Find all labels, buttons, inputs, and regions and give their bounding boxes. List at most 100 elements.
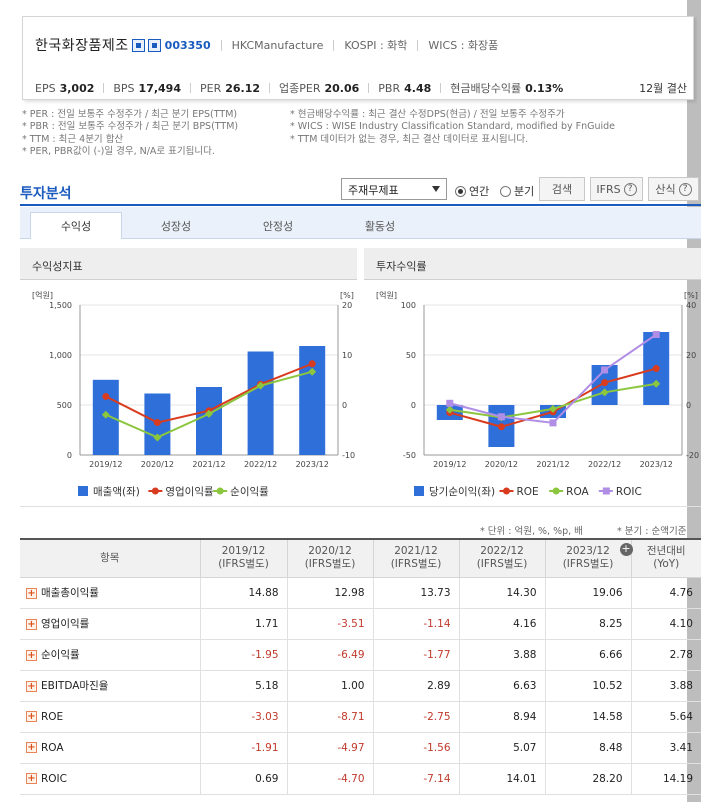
section-underline [20, 204, 701, 206]
expand-plus-icon[interactable]: + [26, 649, 37, 661]
point [102, 392, 110, 400]
table-cell: 5.18 [200, 669, 288, 702]
metric-bps: BPS 17,494 [113, 81, 181, 95]
ifrs-help-button[interactable]: IFRS ? [590, 177, 643, 201]
question-icon: ? [623, 182, 637, 196]
table-cell: 6.63 [459, 669, 546, 702]
table-row[interactable]: + EBITDA마진율 5.18 1.00 2.89 6.63 10.52 3.88 [20, 669, 701, 702]
note-ttm: * TTM : 최근 4분기 합산 [22, 133, 124, 145]
table-row[interactable]: + 매출총이익률 14.88 12.98 13.73 14.30 19.06 4.76 [20, 576, 701, 609]
expand-plus-icon[interactable]: + [26, 773, 37, 784]
point [205, 409, 213, 418]
tab-growth[interactable]: 성장성 [160, 219, 192, 233]
table-row[interactable]: + ROA -1.91 -4.97 -1.56 5.07 8.48 3.41 [20, 731, 701, 764]
statement-select-value: 주재무제표 [348, 184, 399, 197]
formula-help-button[interactable]: 산식 ? [648, 177, 699, 201]
x-tick-label: 2020/12 [141, 460, 174, 469]
note-wics: * WICS : WISE Industry Classification St… [290, 121, 616, 133]
table-cell: -1.14 [373, 607, 460, 640]
row-label[interactable]: + ROA [20, 731, 201, 764]
table-row[interactable]: + ROIC 0.69 -4.70 -7.14 14.01 28.20 14.19 [20, 762, 701, 795]
left-tick-label: 1,000 [49, 351, 72, 360]
left-tick-label: 100 [401, 301, 416, 310]
left-axis-label: [억원] [376, 290, 397, 300]
table-cell: 5.07 [459, 731, 546, 764]
metric-pbr: PBR 4.48 [378, 81, 432, 95]
point [652, 365, 660, 373]
tab-profitability[interactable]: 수익성 [30, 212, 122, 239]
legend-swatch [414, 486, 424, 496]
table-cell: -1.77 [373, 638, 460, 671]
search-button-label: 검색 [551, 183, 573, 196]
table-cell: -3.03 [200, 700, 288, 733]
note-na: * PER, PBR값이 (-)일 경우, N/A로 표기됩니다. [22, 145, 215, 157]
table-cell: 10.52 [545, 669, 632, 702]
left-tick-label: 500 [57, 401, 72, 410]
note-pbr: * PBR : 전일 보통주 수정주가 / 최근 분기 BPS(TTM) [22, 121, 239, 133]
left-tick-label: 0 [411, 401, 416, 410]
expand-plus-icon[interactable]: + [26, 711, 37, 722]
table-cell: 1.00 [287, 669, 374, 702]
table-cell: 8.48 [545, 731, 632, 764]
row-label[interactable]: + 영업이익률 [20, 607, 201, 640]
english-name: HKCManufacture [231, 38, 324, 52]
divider [333, 39, 335, 51]
expand-plus-icon[interactable]: + [26, 587, 37, 599]
right-tick-label: -10 [342, 451, 355, 460]
right-axis-label: [%] [340, 291, 354, 300]
table-cell: 13.73 [373, 576, 460, 609]
table-cell: 2.89 [373, 669, 460, 702]
expand-column-icon[interactable]: + [619, 542, 633, 556]
row-label-text: 순이익률 [41, 649, 80, 661]
legend-marker [502, 487, 510, 495]
ifrs-button-label: IFRS [596, 182, 621, 196]
expand-plus-icon[interactable]: + [26, 618, 37, 630]
row-label[interactable]: + ROE [20, 700, 201, 733]
question-icon: ? [678, 182, 692, 196]
building-icon[interactable] [147, 38, 161, 52]
search-button[interactable]: 검색 [539, 177, 585, 201]
table-cell: 3.88 [459, 638, 546, 671]
profitability-chart: [억원] [%] 0 500 1,000 1,500 -10 0 10 20 2019/12 2020… [32, 290, 355, 498]
stock-code: 003350 [164, 38, 211, 52]
header-item: 항목 [20, 538, 201, 578]
radio-quarter[interactable]: 분기 [500, 183, 534, 199]
expand-plus-icon[interactable]: + [26, 742, 37, 753]
row-label-text: ROIC [41, 772, 67, 785]
legend-label: ROA [566, 486, 589, 498]
point [601, 379, 609, 387]
divider [220, 39, 222, 51]
row-label[interactable]: + 매출총이익률 [20, 576, 201, 609]
header-col-2023: 2023/12 (IFRS별도) + [544, 538, 633, 578]
wics-info: WICS : 화장품 [428, 39, 499, 52]
returns-chart: [억원] [%] -50 0 50 100 -20 0 20 40 2019/12 2020/12 20… [376, 290, 699, 498]
note-per: * PER : 전일 보통주 수정주가 / 최근 분기 EPS(TTM) [22, 109, 238, 120]
table-cell: -6.49 [287, 638, 374, 671]
table-cell: -1.95 [200, 638, 288, 671]
table-cell-yoy: 3.88 [631, 669, 701, 702]
section-title: 투자분석 [20, 186, 72, 202]
divider [417, 39, 419, 51]
tab-stability[interactable]: 안정성 [262, 219, 294, 233]
statement-select[interactable]: 주재무제표 [341, 178, 447, 200]
tab-activity[interactable]: 활동성 [364, 219, 396, 233]
expand-plus-icon[interactable]: + [26, 680, 37, 692]
row-label[interactable]: + EBITDA마진율 [20, 669, 201, 702]
table-row[interactable]: + 순이익률 -1.95 -6.49 -1.77 3.88 6.66 2.78 [20, 638, 701, 671]
metric-eps: EPS 3,002 [35, 81, 95, 95]
legend-label: 매출액(좌) [93, 486, 140, 498]
right-tick-label: 20 [342, 301, 352, 310]
radio-annual[interactable]: 연간 [455, 183, 489, 199]
home-icon[interactable] [131, 38, 145, 52]
table-cell: -1.91 [200, 731, 288, 764]
table-cell: -2.75 [373, 700, 460, 733]
table-row[interactable]: + ROE -3.03 -8.71 -2.75 8.94 14.58 5.64 [20, 700, 701, 733]
x-tick-label: 2019/12 [433, 460, 466, 469]
right-tick-label: -20 [686, 451, 699, 460]
bar [247, 351, 274, 455]
row-label[interactable]: + 순이익률 [20, 638, 201, 671]
table-row[interactable]: + 영업이익률 1.71 -3.51 -1.14 4.16 8.25 4.10 [20, 607, 701, 640]
row-label[interactable]: + ROIC [20, 762, 201, 795]
x-tick-label: 2021/12 [536, 460, 569, 469]
x-tick-label: 2023/12 [640, 460, 673, 469]
